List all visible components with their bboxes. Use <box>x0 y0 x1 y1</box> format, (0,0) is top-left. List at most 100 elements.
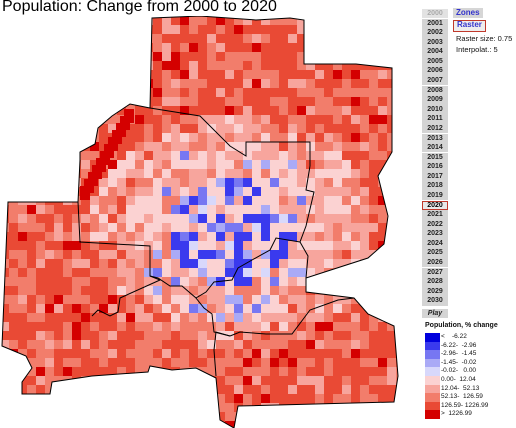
year-button-2003[interactable]: 2003 <box>422 37 448 48</box>
raster-cell <box>387 16 397 26</box>
raster-cell <box>261 115 271 125</box>
raster-cell <box>279 106 289 116</box>
year-button-2020[interactable]: 2020 <box>422 200 448 210</box>
year-button-2004[interactable]: 2004 <box>422 47 448 57</box>
year-button-2017[interactable]: 2017 <box>422 171 448 182</box>
raster-cell <box>405 268 415 278</box>
raster-cell <box>90 268 100 278</box>
play-button[interactable]: Play <box>422 308 448 319</box>
county-boundary <box>229 297 355 337</box>
year-button-2029[interactable]: 2029 <box>422 286 448 297</box>
raster-cell <box>189 331 199 341</box>
zones-tab[interactable]: Zones <box>453 8 483 18</box>
raster-cell <box>27 187 37 197</box>
year-button-2013[interactable]: 2013 <box>422 133 448 143</box>
year-button-2024[interactable]: 2024 <box>422 238 448 249</box>
raster-cell <box>297 16 307 26</box>
raster-cell <box>405 259 415 269</box>
raster-cell <box>414 376 420 386</box>
raster-cell <box>243 268 253 278</box>
year-button-2018[interactable]: 2018 <box>422 181 448 191</box>
raster-cell <box>261 187 271 197</box>
raster-tab[interactable]: Raster <box>453 20 486 32</box>
raster-cell <box>333 205 343 215</box>
raster-cell <box>207 115 217 125</box>
raster-cell <box>54 205 64 215</box>
year-button-2002[interactable]: 2002 <box>422 28 448 38</box>
raster-cell <box>153 349 163 359</box>
year-button-2014[interactable]: 2014 <box>422 143 448 153</box>
year-button-2007[interactable]: 2007 <box>422 76 448 86</box>
year-button-2009[interactable]: 2009 <box>422 95 448 105</box>
year-button-2010[interactable]: 2010 <box>422 104 448 115</box>
raster-cell <box>207 187 217 197</box>
raster-cell <box>261 259 271 269</box>
year-button-2027[interactable]: 2027 <box>422 267 448 277</box>
raster-cell <box>171 187 181 197</box>
year-button-2025[interactable]: 2025 <box>422 248 448 258</box>
raster-cell <box>171 70 181 80</box>
raster-cell <box>315 133 325 143</box>
raster-cell <box>387 277 397 287</box>
raster-cell <box>414 349 420 359</box>
raster-cell <box>9 169 19 179</box>
raster-cell <box>99 268 109 278</box>
raster-cell <box>144 214 154 224</box>
raster-cell <box>99 43 109 53</box>
raster-cell <box>297 187 307 197</box>
raster-cell <box>414 205 420 215</box>
year-button-2008[interactable]: 2008 <box>422 85 448 96</box>
year-button-2026[interactable]: 2026 <box>422 258 448 268</box>
year-button-2012[interactable]: 2012 <box>422 123 448 134</box>
year-button-2005[interactable]: 2005 <box>422 56 448 67</box>
raster-cell <box>108 250 118 260</box>
raster-size-setting[interactable]: Raster size: 0.75 <box>456 34 513 43</box>
raster-cell <box>99 34 109 44</box>
raster-cell <box>297 358 307 368</box>
raster-cell <box>90 106 100 116</box>
year-button-2021[interactable]: 2021 <box>422 210 448 220</box>
raster-cell <box>207 124 217 134</box>
raster-cell <box>297 250 307 260</box>
raster-cell <box>198 196 208 206</box>
year-button-2019[interactable]: 2019 <box>422 190 448 201</box>
year-button-2011[interactable]: 2011 <box>422 114 448 124</box>
raster-cell <box>18 61 28 71</box>
raster-cell <box>135 70 145 80</box>
raster-cell <box>36 25 46 35</box>
year-button-2000[interactable]: 2000 <box>422 9 448 19</box>
raster-cell <box>189 268 199 278</box>
year-button-2028[interactable]: 2028 <box>422 277 448 287</box>
raster-cell <box>135 61 145 71</box>
raster-cell <box>306 160 316 170</box>
raster-cell <box>2 106 10 116</box>
raster-cell <box>18 394 28 404</box>
legend-swatch <box>425 341 440 351</box>
raster-cell <box>90 79 100 89</box>
year-button-2030[interactable]: 2030 <box>422 296 448 306</box>
year-button-2023[interactable]: 2023 <box>422 229 448 239</box>
interpolation-setting[interactable]: Interpolat.: 5 <box>456 45 498 54</box>
raster-cell <box>81 358 91 368</box>
year-button-2016[interactable]: 2016 <box>422 162 448 172</box>
raster-cell <box>108 394 118 404</box>
raster-cell <box>144 403 154 413</box>
raster-cell <box>360 421 370 428</box>
raster-cell <box>144 421 154 428</box>
raster-cell <box>162 25 172 35</box>
year-button-2015[interactable]: 2015 <box>422 152 448 163</box>
raster-cell <box>72 277 82 287</box>
raster-cell <box>405 97 415 107</box>
year-button-2006[interactable]: 2006 <box>422 66 448 76</box>
raster-cell <box>234 178 244 188</box>
raster-cell <box>99 61 109 71</box>
raster-cell <box>9 79 19 89</box>
raster-cell <box>279 205 289 215</box>
raster-cell <box>225 115 235 125</box>
raster-cell <box>378 421 388 428</box>
raster-cell <box>234 124 244 134</box>
raster-cell <box>243 25 253 35</box>
year-button-2022[interactable]: 2022 <box>422 219 448 230</box>
raster-cell <box>207 178 217 188</box>
year-button-2001[interactable]: 2001 <box>422 18 448 28</box>
